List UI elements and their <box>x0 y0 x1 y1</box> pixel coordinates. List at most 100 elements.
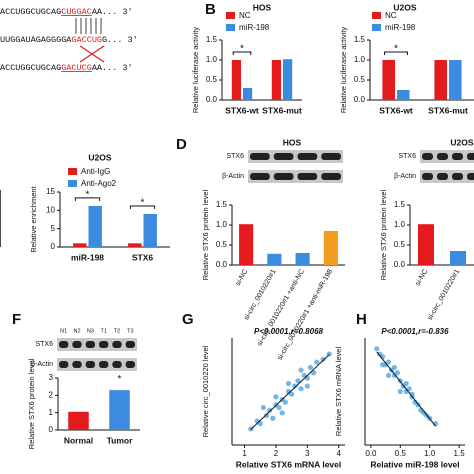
x-tick-label: STX6-wt <box>225 105 259 115</box>
legend-swatch <box>68 168 77 175</box>
bar <box>143 214 157 247</box>
point <box>314 359 320 365</box>
sig-star: * <box>118 374 122 385</box>
y-tick-label: 1.0 <box>206 55 218 64</box>
blot-strip <box>57 358 137 371</box>
x-tick-label: 1.0 <box>424 449 436 458</box>
sequence-part: G... 3' <box>102 35 138 45</box>
blot-row-label: β-Actin <box>394 173 416 180</box>
blot-band <box>125 361 135 368</box>
y-tick-label: 1.5 <box>206 35 218 44</box>
x-tick-label: 0.0 <box>365 449 377 458</box>
blot-row-label: β-Actin <box>222 173 244 180</box>
blot-band <box>273 173 294 180</box>
sequence-part: UUGGAUAGAGGGGA <box>0 35 72 45</box>
point <box>279 410 285 416</box>
blot-band <box>85 341 95 348</box>
y-tick-label: 3 <box>49 373 54 382</box>
y-tick-label: 0.0 <box>354 95 366 104</box>
blot-strip <box>248 150 343 163</box>
bar <box>243 88 253 100</box>
x-axis-label: Relative miR-198 level <box>370 459 459 469</box>
y-tick-label: 10 <box>46 205 55 214</box>
y-axis-label: Relative luciferase activity <box>191 27 200 114</box>
lane-label: T1 <box>100 328 106 334</box>
sequence-part: AA... 3' <box>92 63 133 73</box>
point <box>304 383 310 389</box>
legend-swatch <box>226 24 235 31</box>
point <box>267 407 273 413</box>
y-tick-label: 0.5 <box>206 75 218 84</box>
point <box>263 412 270 419</box>
point <box>273 394 279 400</box>
sequence: UUGGAUAGAGGGGAGACCUGG... 3' <box>0 35 138 45</box>
sequence-part: AA... 3' <box>92 7 133 17</box>
point <box>304 375 310 381</box>
point <box>298 386 304 392</box>
blot-band <box>422 153 433 160</box>
blot-band <box>72 361 82 368</box>
bar <box>267 253 282 265</box>
sig-star: * <box>394 44 398 55</box>
blot-strip <box>57 338 137 351</box>
y-tick-label: 0.0 <box>206 95 218 104</box>
bar <box>88 205 102 247</box>
bar <box>231 60 241 100</box>
legend-swatch <box>226 12 235 19</box>
blot-band <box>59 361 69 368</box>
y-tick-label: 1.5 <box>394 200 406 209</box>
y-tick-label: 0.5 <box>216 240 228 249</box>
pairing-lines <box>75 18 102 34</box>
point <box>397 388 403 395</box>
annotation: P<0.0001,r=-0.836 <box>381 327 449 336</box>
bar <box>295 253 310 265</box>
chart-title: U2OS <box>88 152 111 162</box>
y-axis-label: Relative STX6 mRNA level <box>334 347 343 437</box>
x-tick-label: 1.5 <box>454 449 466 458</box>
y-axis-label: Relative STX6 protein level <box>27 358 36 449</box>
x-tick-label: Tumor <box>107 435 134 445</box>
sequence: ACCUGGCUGCAGGACUCGAA... 3' <box>0 63 133 73</box>
y-tick-label: 0.5 <box>394 240 406 249</box>
sequence-part: GACUCG <box>61 63 92 73</box>
x-tick-label: STX6 <box>132 252 154 262</box>
bar <box>73 243 87 247</box>
y-tick-label: 0 <box>51 242 56 251</box>
blot-band <box>297 153 318 160</box>
y-tick-label: 1.0 <box>394 220 406 229</box>
x-tick-label: STX6-mut <box>428 105 468 115</box>
bar <box>434 60 447 100</box>
blot-band <box>437 173 448 180</box>
bar <box>450 251 466 265</box>
panel-letter: D <box>176 136 187 153</box>
blot-band <box>85 361 95 368</box>
blot-row-label: STX6 <box>35 341 53 348</box>
y-tick-label: 15 <box>46 187 55 196</box>
blot-row-label: STX6 <box>226 153 244 160</box>
bar <box>382 60 395 100</box>
x-tick-label: STX6-wt <box>379 105 413 115</box>
y-tick-label: 5 <box>51 224 56 233</box>
y-tick-label: 1.0 <box>216 220 228 229</box>
y-axis-label: Relative STX6 protein level <box>201 189 210 280</box>
y-tick-label: 0.0 <box>216 260 228 269</box>
blot-band <box>112 361 122 368</box>
point <box>289 391 295 397</box>
y-axis-label: Relative enrichment <box>29 185 38 252</box>
blot-band <box>125 341 135 348</box>
legend-swatch <box>68 180 77 187</box>
point <box>406 386 412 392</box>
blot-band <box>250 173 270 180</box>
lane-label: T2 <box>114 328 120 334</box>
blot-band <box>321 153 341 160</box>
legend-label: miR-198 <box>239 23 270 32</box>
blot-band <box>467 153 474 160</box>
point <box>394 370 400 376</box>
bar <box>68 411 89 430</box>
x-tick-label: 3 <box>305 449 310 458</box>
legend-label: miR-198 <box>385 23 416 32</box>
lane-label: T3 <box>127 328 133 334</box>
sig-star: * <box>240 44 244 55</box>
point <box>298 367 304 373</box>
